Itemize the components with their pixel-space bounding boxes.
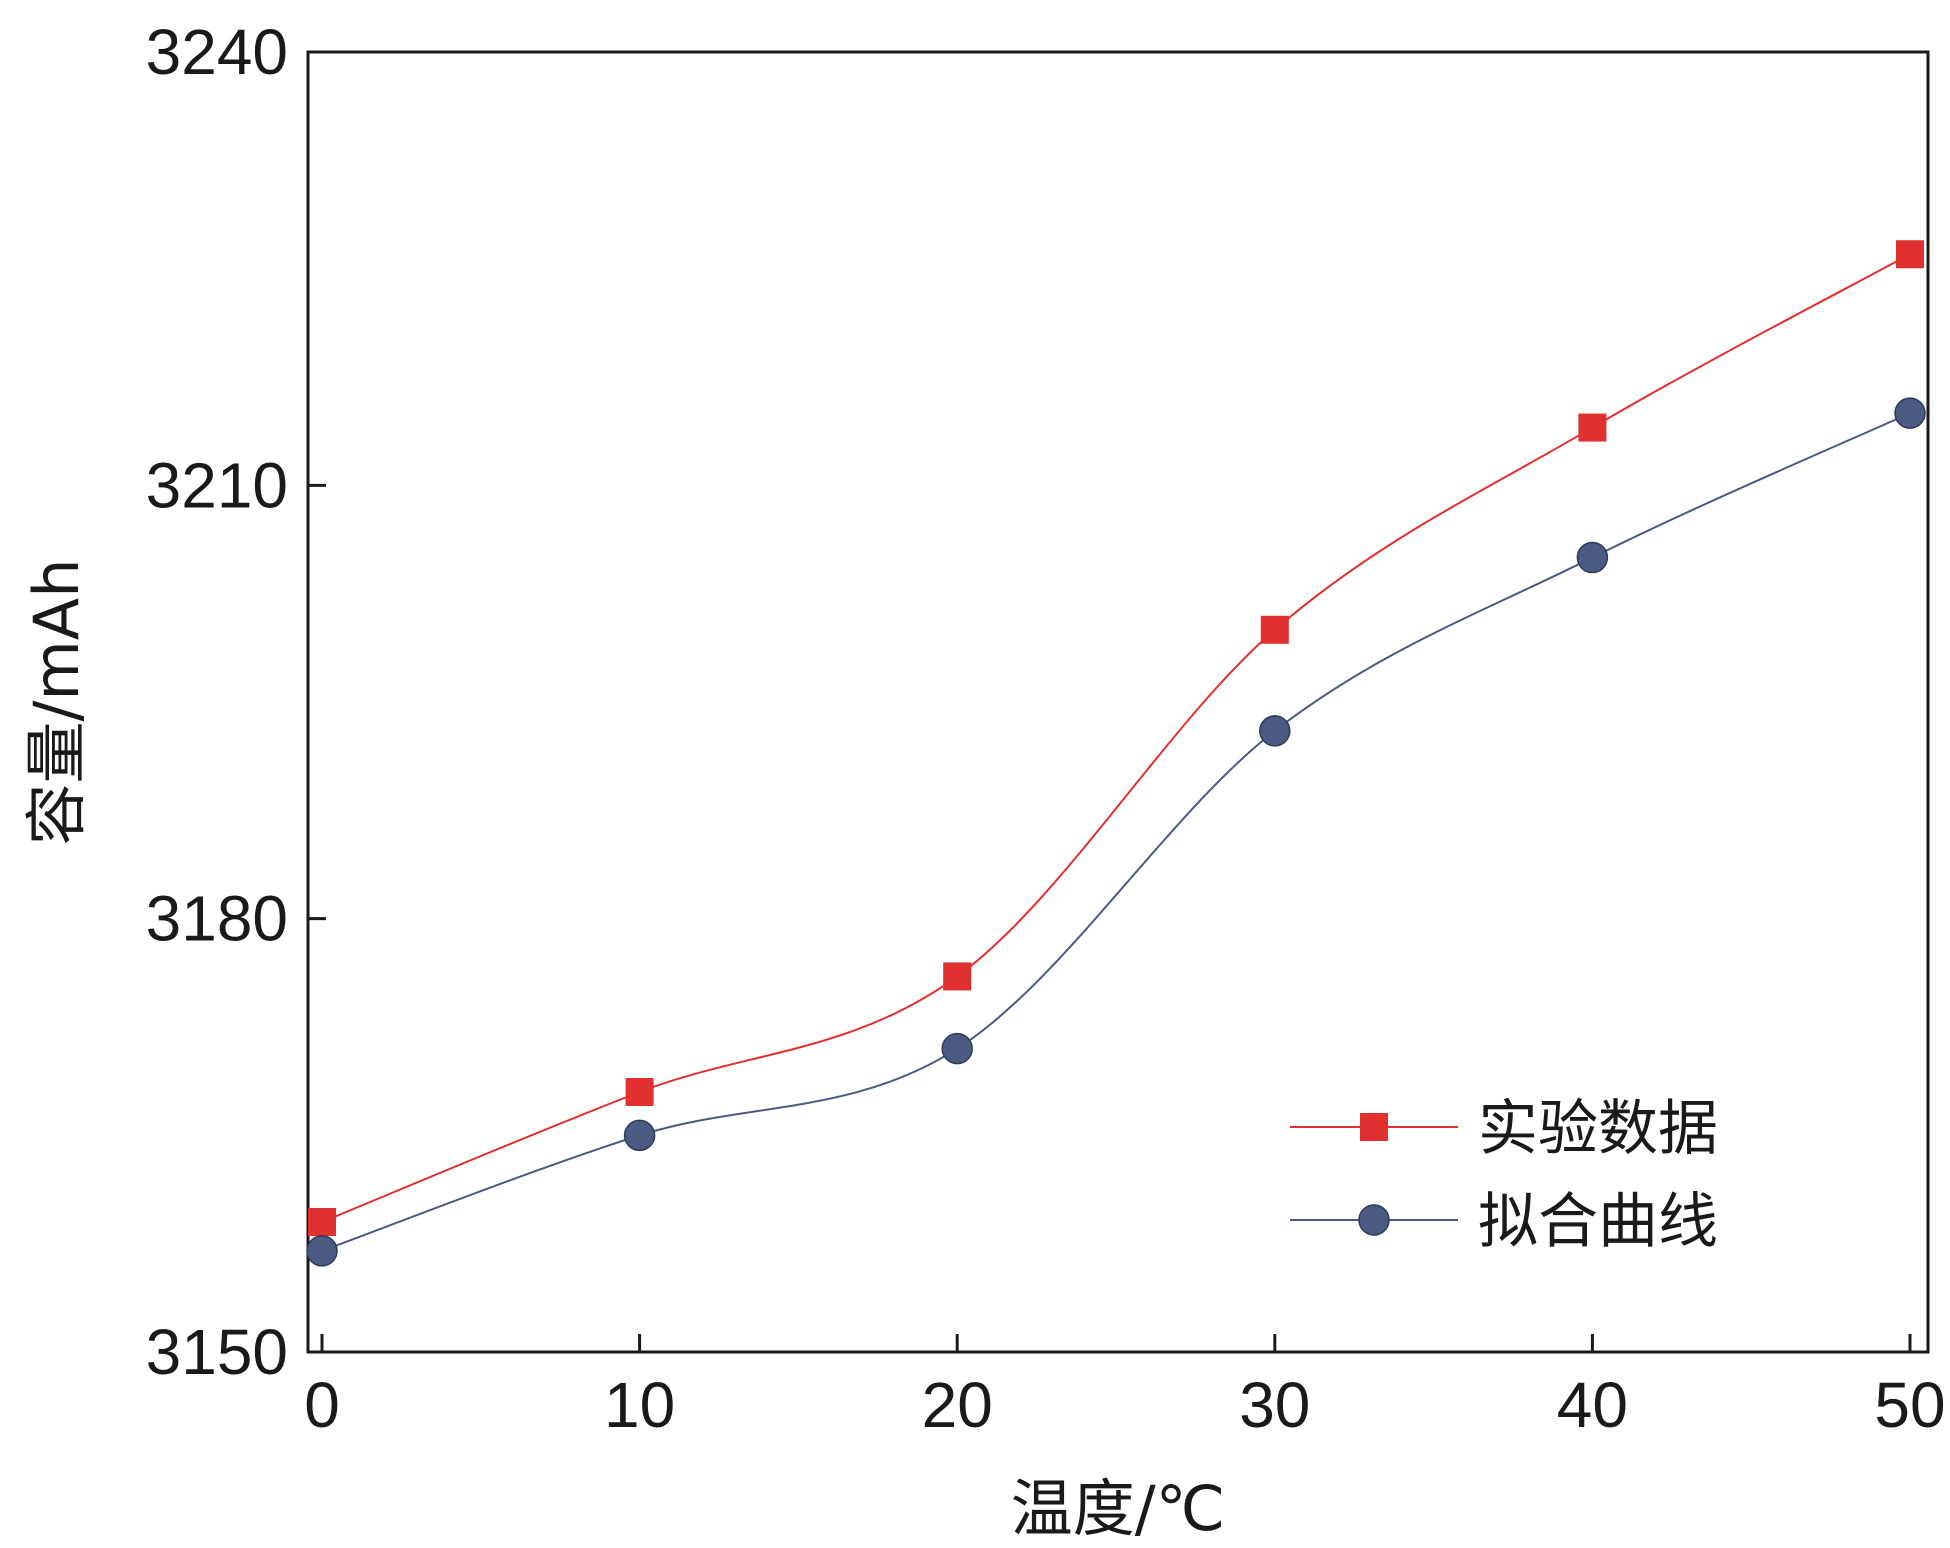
series-1 — [308, 240, 1924, 1236]
x-tick-label: 40 — [1557, 1369, 1628, 1441]
series-line — [321, 412, 1911, 1252]
x-axis-title: 温度/℃ — [1011, 1472, 1226, 1545]
data-point-square — [1896, 240, 1924, 269]
data-point-circle — [941, 1032, 973, 1065]
axes: 0 10 20 30 40 50 3150 3180 3210 3240 — [146, 16, 1946, 1441]
x-tick-label: 10 — [604, 1369, 675, 1441]
x-tick-label: 20 — [922, 1369, 993, 1441]
legend-label: 拟合曲线 — [1478, 1187, 1718, 1257]
data-point-square — [1578, 413, 1607, 442]
legend-item-2: 拟合曲线 — [1290, 1187, 1718, 1257]
data-point-circle — [1259, 715, 1291, 747]
x-tick-label: 0 — [304, 1369, 340, 1441]
data-point-circle — [1576, 541, 1609, 574]
y-tick-label: 3240 — [146, 16, 288, 88]
legend-item-1: 实验数据 — [1290, 1094, 1718, 1164]
legend-marker-square — [1360, 1113, 1388, 1141]
x-tick-label: 50 — [1874, 1369, 1945, 1441]
data-point-square — [625, 1078, 654, 1106]
series-layer — [306, 240, 1926, 1267]
y-tick-label: 3210 — [146, 449, 288, 521]
series-2 — [306, 397, 1926, 1267]
y-tick-label: 3180 — [146, 883, 288, 955]
legend-marker-circle — [1358, 1204, 1390, 1236]
y-tick-label: 3150 — [146, 1316, 288, 1388]
data-point-circle — [623, 1119, 656, 1152]
y-axis-title: 容量/mAh — [20, 559, 93, 846]
series-line — [321, 253, 1911, 1223]
x-tick-label: 30 — [1239, 1369, 1310, 1441]
legend-label: 实验数据 — [1478, 1094, 1718, 1164]
data-point-square — [308, 1208, 336, 1236]
data-point-circle — [306, 1235, 338, 1267]
data-point-square — [1260, 615, 1289, 644]
plot-frame — [306, 50, 1930, 1354]
data-point-circle — [1894, 397, 1926, 429]
data-point-square — [943, 962, 972, 991]
